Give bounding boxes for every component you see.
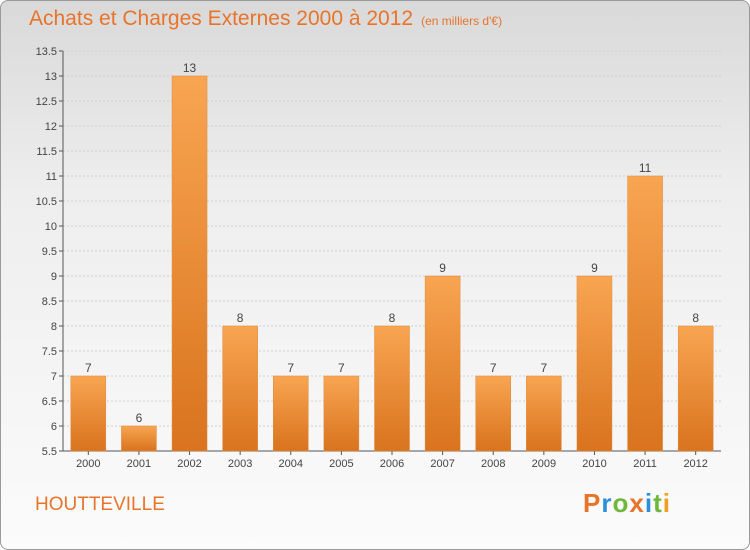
y-tick-label: 12.5: [36, 96, 57, 108]
y-tick-label: 7.5: [42, 346, 57, 358]
bar-2011: [627, 175, 663, 452]
bar-2009: [526, 375, 562, 452]
data-label-2000: 7: [85, 361, 92, 375]
bar-2008: [475, 375, 511, 452]
x-tick-label-2000: 2000: [76, 458, 100, 470]
data-label-2012: 8: [692, 311, 699, 325]
x-tick-label-2002: 2002: [177, 458, 201, 470]
y-tick-label: 6: [51, 421, 57, 433]
bar-2010: [576, 275, 613, 452]
x-tick-label-2004: 2004: [279, 458, 303, 470]
bar-2006: [374, 325, 410, 452]
y-tick-label: 10.5: [36, 196, 57, 208]
bar-2002: [171, 75, 208, 452]
y-tick-label: 11.5: [36, 146, 57, 158]
chart-subtitle: (en milliers d'€): [421, 14, 503, 28]
y-tick-label: 7: [51, 371, 57, 383]
city-name: HOUTTEVILLE: [35, 494, 165, 515]
x-tick-label-2001: 2001: [127, 458, 151, 470]
y-tick-label: 8.5: [42, 296, 57, 308]
data-label-2011: 11: [639, 161, 652, 175]
bars: [70, 75, 714, 452]
y-tick-label: 5.5: [42, 446, 57, 458]
y-tick-label: 10: [45, 221, 57, 233]
data-label-2010: 9: [591, 261, 598, 275]
chart-title: Achats et Charges Externes 2000 à 2012: [29, 7, 414, 30]
bar-2003: [222, 325, 258, 452]
title-block: Achats et Charges Externes 2000 à 2012 (e…: [29, 7, 502, 31]
y-tick-label: 13: [45, 71, 57, 83]
x-tick-label-2008: 2008: [481, 458, 505, 470]
bar-2001: [121, 425, 157, 452]
bar-2012: [677, 325, 714, 452]
x-tick-label-2011: 2011: [633, 458, 657, 470]
data-label-2005: 7: [338, 361, 345, 375]
x-tick-label-2006: 2006: [380, 458, 404, 470]
y-tick-label: 8: [51, 321, 57, 333]
y-tick-label: 13.5: [36, 46, 57, 58]
y-tick-label: 9: [51, 271, 57, 283]
data-label-2001: 6: [136, 411, 143, 425]
bar-2005: [323, 375, 360, 452]
labels: 5.5 6 6.5 7 7.5 8 8.5 9 9.5 10 10.5 11 11.5 12 12.5 13 1…: [36, 46, 708, 470]
x-tick-label-2009: 2009: [532, 458, 556, 470]
bar-2004: [273, 375, 309, 452]
x-tick-label-2005: 2005: [329, 458, 353, 470]
x-tick-label-2012: 2012: [683, 458, 707, 470]
data-label-2003: 8: [237, 311, 244, 325]
x-tick-label-2010: 2010: [582, 458, 606, 470]
data-label-2004: 7: [287, 361, 294, 375]
data-label-2006: 8: [389, 311, 396, 325]
y-tick-label: 9.5: [42, 246, 57, 258]
bar-2007: [424, 275, 461, 452]
proxiti-logo: Proxiti: [583, 488, 671, 518]
y-tick-label: 6.5: [42, 396, 57, 408]
bar-2000: [70, 375, 107, 452]
y-tick-label: 12: [45, 121, 57, 133]
data-label-2008: 7: [490, 361, 497, 375]
data-label-2007: 9: [439, 261, 446, 275]
data-label-2009: 7: [541, 361, 548, 375]
x-tick-label-2003: 2003: [228, 458, 252, 470]
data-label-2002: 13: [183, 61, 197, 75]
x-tick-label-2007: 2007: [430, 458, 454, 470]
y-tick-label: 11: [46, 171, 57, 183]
